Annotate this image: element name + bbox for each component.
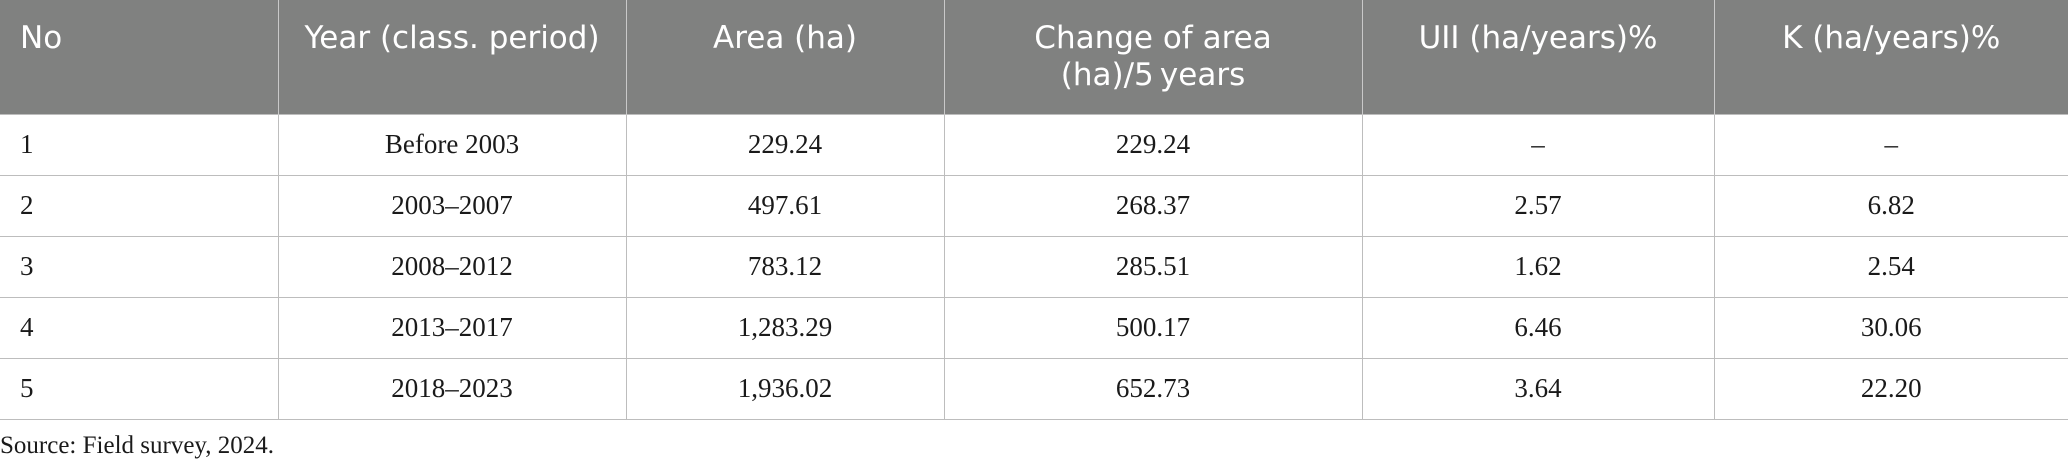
- cell-k: 30.06: [1713, 296, 2068, 358]
- data-table-container: No Year (class. period) Area (ha) Change…: [0, 0, 2068, 420]
- table-row: 5 2018–2023 1,936.02 652.73 3.64 22.20: [0, 357, 2068, 420]
- cell-no: 4: [0, 296, 278, 358]
- area-change-table: No Year (class. period) Area (ha) Change…: [0, 0, 2068, 420]
- cell-k: 22.20: [1713, 357, 2068, 420]
- cell-year: 2008–2012: [277, 235, 626, 297]
- cell-change: 229.24: [943, 113, 1362, 175]
- cell-k: 2.54: [1713, 235, 2068, 297]
- cell-no: 3: [0, 235, 278, 297]
- header-no: No: [0, 0, 278, 114]
- cell-k: –: [1713, 113, 2068, 175]
- cell-year: 2018–2023: [277, 357, 626, 420]
- cell-area: 1,283.29: [625, 296, 944, 358]
- table-row: 4 2013–2017 1,283.29 500.17 6.46 30.06: [0, 296, 2068, 358]
- cell-area: 783.12: [625, 235, 944, 297]
- header-uii: UII (ha/years)%: [1361, 0, 1714, 114]
- cell-uii: 2.57: [1361, 174, 1714, 236]
- header-k: K (ha/years)%: [1713, 0, 2068, 114]
- cell-uii: 6.46: [1361, 296, 1714, 358]
- table-row: 2 2003–2007 497.61 268.37 2.57 6.82: [0, 174, 2068, 236]
- cell-change: 268.37: [943, 174, 1362, 236]
- cell-uii: 3.64: [1361, 357, 1714, 420]
- cell-change: 500.17: [943, 296, 1362, 358]
- cell-no: 1: [0, 113, 278, 175]
- cell-uii: 1.62: [1361, 235, 1714, 297]
- header-row: No Year (class. period) Area (ha) Change…: [0, 0, 2068, 114]
- cell-no: 5: [0, 357, 278, 420]
- cell-area: 1,936.02: [625, 357, 944, 420]
- header-change-of-area: Change of area (ha)/5 years: [943, 0, 1362, 114]
- source-footnote: Source: Field survey, 2024.: [0, 432, 275, 459]
- cell-year: 2013–2017: [277, 296, 626, 358]
- table-row: 1 Before 2003 229.24 229.24 – –: [0, 113, 2068, 175]
- table-row: 3 2008–2012 783.12 285.51 1.62 2.54: [0, 235, 2068, 297]
- header-area: Area (ha): [625, 0, 944, 114]
- table-header: No Year (class. period) Area (ha) Change…: [0, 0, 2068, 114]
- cell-area: 229.24: [625, 113, 944, 175]
- cell-no: 2: [0, 174, 278, 236]
- cell-uii: –: [1361, 113, 1714, 175]
- cell-year: 2003–2007: [277, 174, 626, 236]
- header-year: Year (class. period): [277, 0, 626, 114]
- cell-area: 497.61: [625, 174, 944, 236]
- cell-year: Before 2003: [277, 113, 626, 175]
- cell-change: 285.51: [943, 235, 1362, 297]
- cell-k: 6.82: [1713, 174, 2068, 236]
- table-body: 1 Before 2003 229.24 229.24 – – 2 2003–2…: [0, 113, 2068, 420]
- cell-change: 652.73: [943, 357, 1362, 420]
